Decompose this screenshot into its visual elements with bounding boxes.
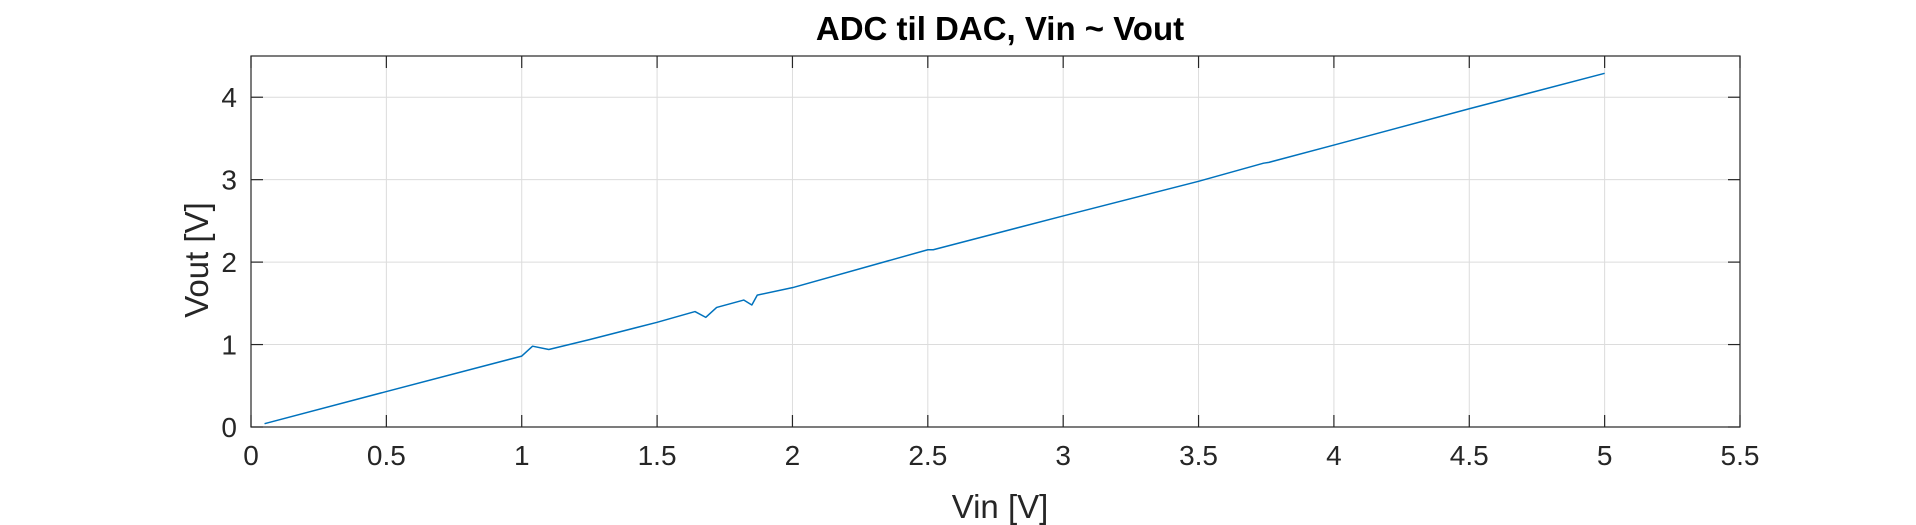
y-tick-label: 0	[221, 412, 237, 443]
chart-title: ADC til DAC, Vin ~ Vout	[816, 10, 1184, 47]
y-axis-label: Vout [V]	[178, 202, 215, 318]
grid	[250, 56, 1741, 428]
x-tick-label: 0.5	[367, 440, 406, 471]
x-tick-label: 2.5	[908, 440, 947, 471]
x-tick-label: 4	[1326, 440, 1342, 471]
x-tick-label: 5.5	[1721, 440, 1760, 471]
x-tick-label: 0	[243, 440, 259, 471]
x-tick-label: 4.5	[1450, 440, 1489, 471]
y-tick-label: 4	[221, 82, 237, 113]
x-axis-tick-labels: 0 0.5 1 1.5 2 2.5 3 3.5 4 4.5 5 5.5	[243, 440, 1759, 471]
x-tick-label: 1	[514, 440, 530, 471]
x-tick-label: 1.5	[638, 440, 677, 471]
x-tick-label: 5	[1597, 440, 1613, 471]
axis-ticks	[250, 56, 1741, 428]
x-axis-label: Vin [V]	[952, 488, 1049, 525]
plot-area-frame	[250, 55, 1741, 428]
y-tick-label: 2	[221, 247, 237, 278]
series-line-1	[264, 72, 1605, 425]
x-tick-label: 2	[785, 440, 801, 471]
x-tick-label: 3	[1055, 440, 1071, 471]
y-tick-label: 3	[221, 165, 237, 196]
y-tick-label: 1	[221, 330, 237, 361]
x-tick-label: 3.5	[1179, 440, 1218, 471]
y-axis-tick-labels: 0 1 2 3 4	[221, 82, 237, 443]
series-layer	[264, 72, 1605, 425]
